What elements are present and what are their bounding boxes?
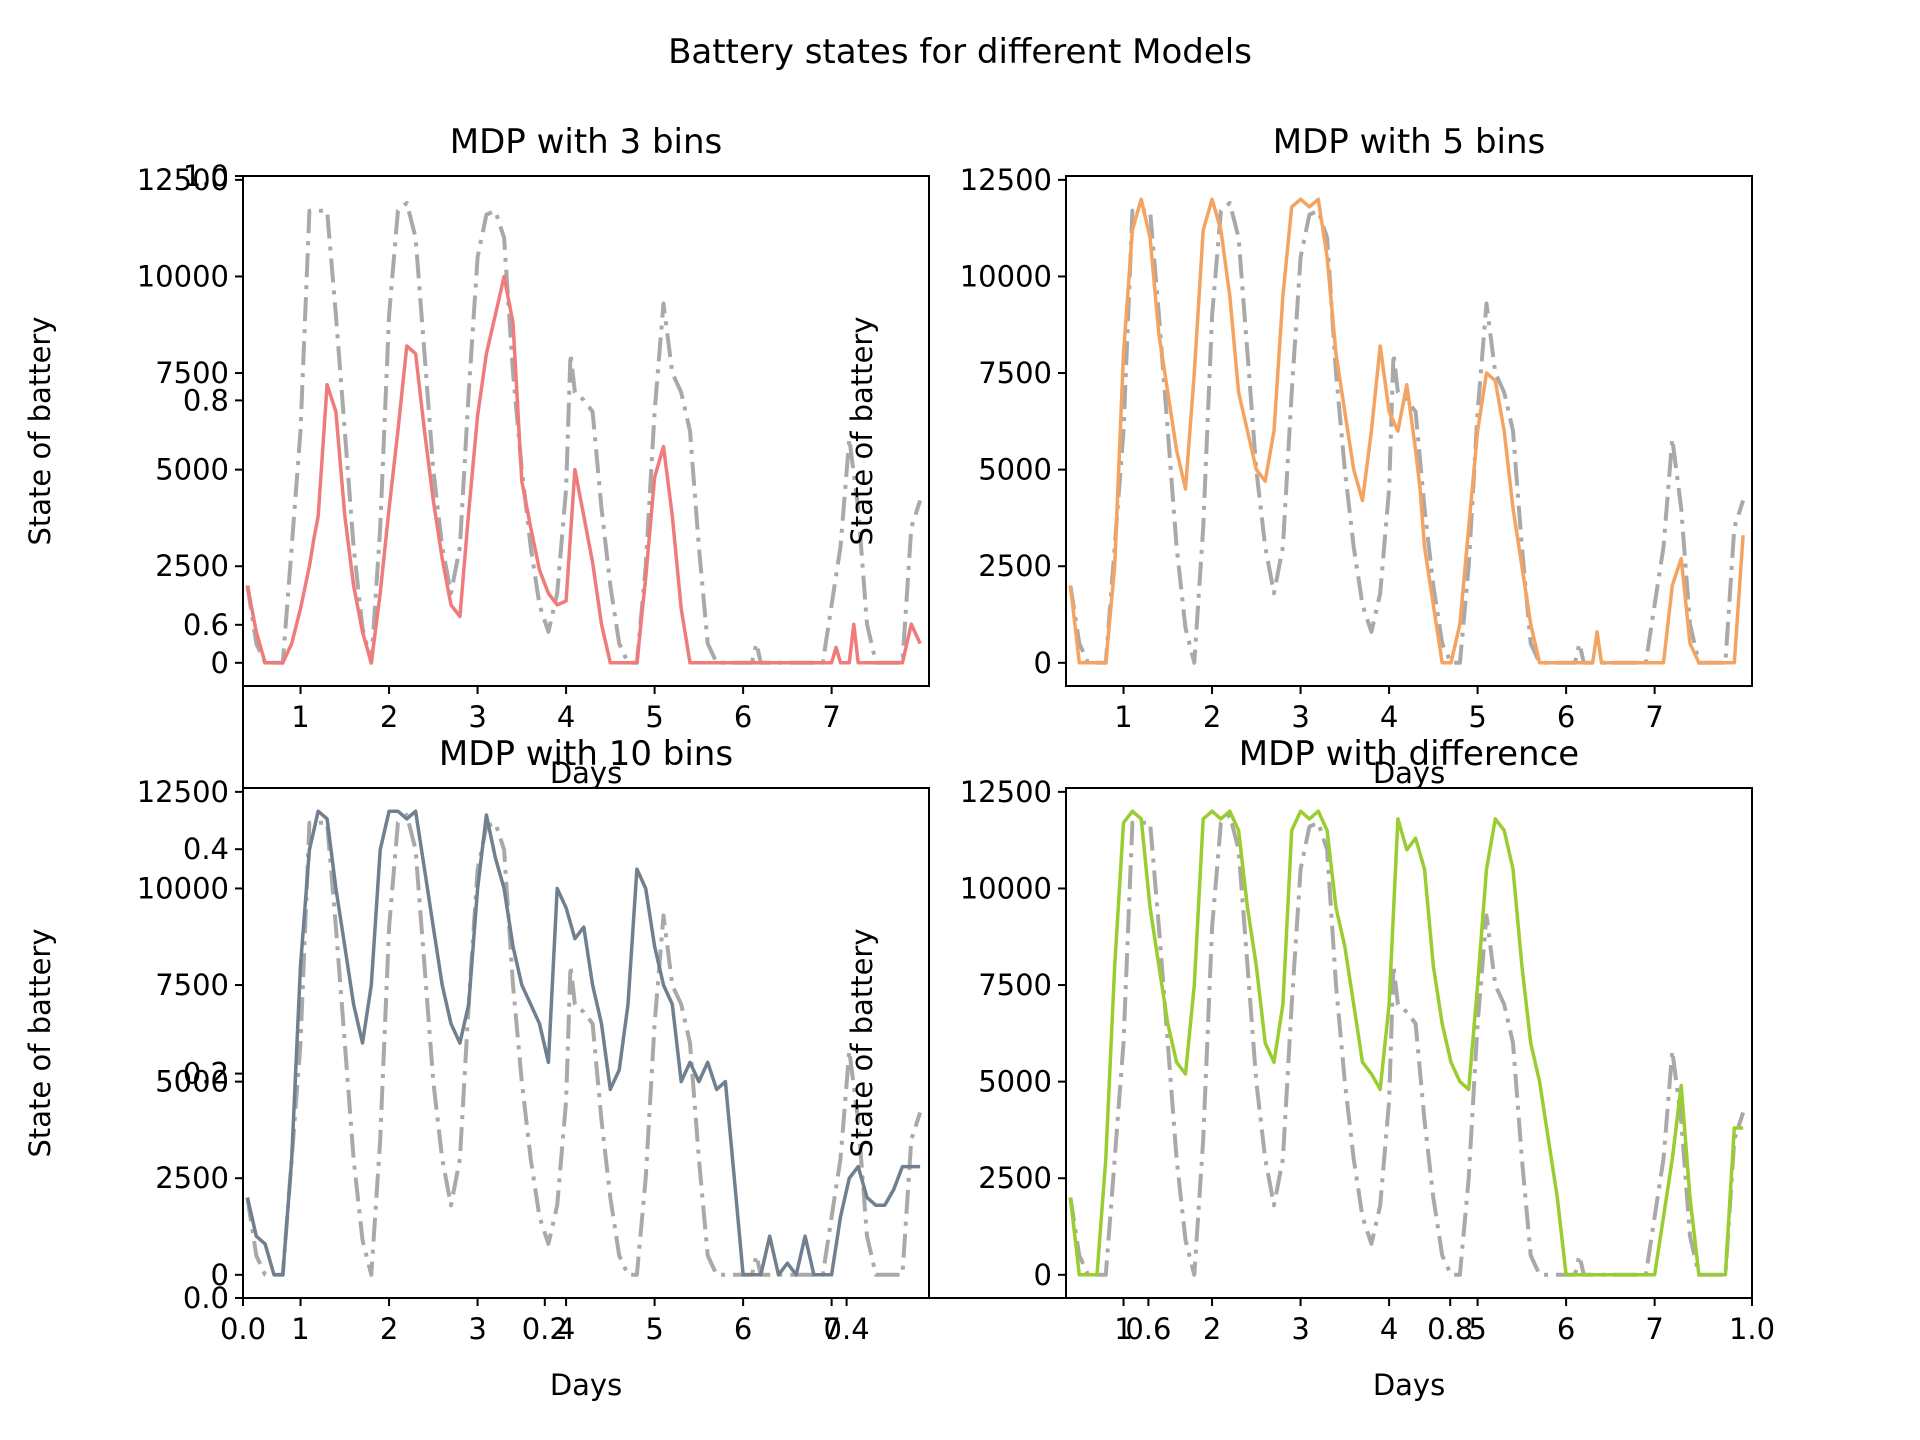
x-tick-label: 7: [1645, 700, 1663, 734]
y-tick-label: 0: [211, 646, 229, 680]
x-tick-label: 7: [1645, 1312, 1663, 1346]
x-tick-label: 6: [1557, 1312, 1575, 1346]
overlay-x-tick-label: 0.8: [1427, 1312, 1473, 1346]
y-tick-label: 2500: [155, 549, 229, 583]
x-tick-label: 4: [557, 1312, 575, 1346]
overlay-y-tick-label: 0.4: [183, 832, 229, 866]
overlay-y-tick-label: 0.0: [183, 1281, 229, 1315]
x-axis-label: Days: [550, 1368, 622, 1402]
y-tick-label: 10000: [960, 871, 1052, 905]
series-line-mdp10: [245, 809, 921, 1277]
overlay-y-tick-label: 0.2: [183, 1057, 229, 1091]
y-tick-label: 10000: [137, 259, 229, 293]
series-line-mdp3: [245, 274, 922, 665]
y-tick-label: 2500: [978, 1161, 1052, 1195]
plot-frame: [242, 787, 930, 1299]
x-tick-label: 6: [734, 700, 752, 734]
y-tick-label: 5000: [155, 1065, 229, 1099]
subplot-mdp-3-bins: MDP with 3 bins 0 2500 5000 7500 10000 12500 1 2…: [23, 122, 930, 790]
y-tick-label: 7500: [155, 968, 229, 1002]
y-tick-label: 2500: [155, 1161, 229, 1195]
y-tick-label: 5000: [155, 453, 229, 487]
subplot-mdp-10-bins: MDP with 10 bins 0 2500 5000 7500 10000 12500 1…: [23, 734, 930, 1402]
series-line-mdp5: [1068, 197, 1745, 665]
x-tick-label: 3: [468, 700, 486, 734]
x-tick-label: 4: [1380, 700, 1398, 734]
y-tick-label: 12500: [960, 163, 1052, 197]
subplot-title: MDP with difference: [1239, 734, 1579, 774]
x-axis-label: Days: [1373, 1368, 1445, 1402]
x-tick-label: 2: [380, 700, 398, 734]
overlay-gap: [929, 686, 1066, 788]
x-tick-label: 6: [1557, 700, 1575, 734]
series-line-mdpdiff: [1068, 809, 1744, 1277]
overlay-y-tick-label: 0.6: [183, 608, 229, 642]
series-line-baseline: [245, 201, 923, 665]
overlay-y-tick-label: 1.0: [183, 159, 229, 193]
x-axis-label: Days: [1373, 756, 1445, 790]
x-tick-label: 2: [1203, 700, 1221, 734]
overlay-x-tick-label: 0.0: [220, 1312, 266, 1346]
y-tick-label: 12500: [137, 163, 229, 197]
x-tick-label: 4: [1380, 1312, 1398, 1346]
y-axis-label: State of battery: [23, 929, 57, 1158]
overlay-axes: 0.0 0.2 0.4 0.6 0.8 1.0 0.0 0.2 0.4 0.6 0.8 1.0: [183, 159, 1775, 1346]
subplot-title: MDP with 3 bins: [450, 122, 723, 162]
plot-frame: [1065, 175, 1753, 687]
y-tick-label: 10000: [960, 259, 1052, 293]
x-tick-label: 2: [1203, 1312, 1221, 1346]
x-tick-label: 1: [1114, 700, 1132, 734]
plot-frame: [1065, 787, 1753, 1299]
y-tick-label: 0: [1034, 1258, 1052, 1292]
x-tick-label: 4: [557, 700, 575, 734]
x-tick-label: 3: [1291, 700, 1309, 734]
y-tick-label: 0: [211, 1258, 229, 1292]
x-tick-label: 3: [468, 1312, 486, 1346]
x-tick-label: 1: [1114, 1312, 1132, 1346]
x-tick-label: 2: [380, 1312, 398, 1346]
y-tick-label: 0: [1034, 646, 1052, 680]
overlay-x-tick-label: 0.2: [522, 1312, 568, 1346]
x-tick-label: 5: [1468, 1312, 1486, 1346]
figure-title: Battery states for different Models: [668, 32, 1252, 72]
y-tick-label: 5000: [978, 1065, 1052, 1099]
x-tick-label: 6: [734, 1312, 752, 1346]
overlay-x-tick-label: 0.6: [1125, 1312, 1171, 1346]
y-tick-label: 7500: [978, 356, 1052, 390]
y-axis-label: State of battery: [845, 929, 879, 1158]
y-tick-label: 10000: [137, 871, 229, 905]
x-tick-label: 7: [822, 700, 840, 734]
x-tick-label: 5: [1468, 700, 1486, 734]
x-tick-label: 5: [645, 700, 663, 734]
x-tick-label: 7: [822, 1312, 840, 1346]
y-axis-label: State of battery: [23, 317, 57, 546]
x-tick-label: 3: [1291, 1312, 1309, 1346]
overlay-y-tick-label: 0.8: [183, 383, 229, 417]
y-tick-label: 5000: [978, 453, 1052, 487]
y-tick-label: 12500: [137, 775, 229, 809]
y-tick-label: 12500: [960, 775, 1052, 809]
subplot-mdp-difference: MDP with difference025005000750010000125…: [845, 734, 1753, 1402]
x-axis-label: Days: [550, 756, 622, 790]
y-tick-label: 7500: [978, 968, 1052, 1002]
y-tick-label: 2500: [978, 549, 1052, 583]
plot-frame: [242, 175, 930, 687]
overlay-x-tick-label: 0.4: [824, 1312, 870, 1346]
subplot-mdp-5-bins: MDP with 5 bins 0 2500 5000 7500 10000 12500 1 2…: [845, 122, 1753, 790]
series-line-baseline: [1068, 201, 1746, 665]
x-tick-label: 5: [645, 1312, 663, 1346]
overlay-x-tick-label: 1.0: [1729, 1312, 1775, 1346]
series-line-baseline: [245, 813, 923, 1277]
x-tick-label: 1: [291, 1312, 309, 1346]
subplot-title: MDP with 10 bins: [439, 734, 733, 774]
subplot-title: MDP with 5 bins: [1273, 122, 1546, 162]
x-tick-label: 1: [291, 700, 309, 734]
y-tick-label: 7500: [155, 356, 229, 390]
y-axis-label: State of battery: [845, 317, 879, 546]
